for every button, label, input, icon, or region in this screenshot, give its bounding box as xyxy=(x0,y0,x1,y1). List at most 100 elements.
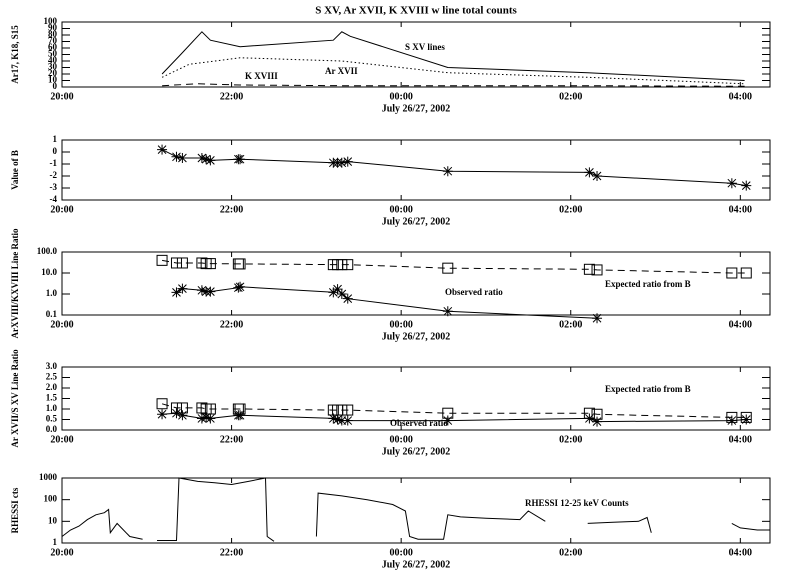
x-tick-label: 00:00 xyxy=(389,434,412,445)
square-marker xyxy=(336,404,348,416)
y-tick-label: 30 xyxy=(48,62,58,72)
star-marker xyxy=(196,153,207,163)
star-marker xyxy=(332,414,343,425)
x-tick-label: 00:00 xyxy=(389,204,412,215)
series-line xyxy=(61,477,770,542)
x-tick-label: 04:00 xyxy=(729,547,752,558)
y-tick-label: 0.0 xyxy=(46,424,58,434)
y-tick-label: 90 xyxy=(48,23,58,33)
square-marker xyxy=(156,398,168,410)
star-marker xyxy=(177,153,188,163)
plot-frame xyxy=(61,251,771,316)
y-tick-label: 1000 xyxy=(39,472,58,482)
y-tick-label: 3.0 xyxy=(46,361,58,371)
square-marker xyxy=(740,267,752,279)
x-tick-label: 04:00 xyxy=(729,319,752,330)
x-axis-label: July 26/27, 2002 xyxy=(382,331,451,342)
annotation: Expected ratio from B xyxy=(605,384,691,394)
square-marker xyxy=(342,404,354,416)
star-marker xyxy=(235,410,246,421)
x-axis-label: July 26/27, 2002 xyxy=(382,103,451,114)
star-marker xyxy=(726,178,737,189)
x-tick-label: 20:00 xyxy=(50,91,73,102)
series-line xyxy=(162,83,745,87)
x-tick-label: 00:00 xyxy=(389,547,412,558)
star-marker xyxy=(342,156,353,167)
y-tick-label: -3 xyxy=(50,182,58,192)
star-marker xyxy=(442,166,453,177)
x-axis-label: July 26/27, 2002 xyxy=(382,216,451,227)
x-tick-label: 02:00 xyxy=(559,547,582,558)
annotation: RHESSI 12-25 keV Counts xyxy=(525,498,629,508)
y-tick-label: 1.0 xyxy=(46,403,58,413)
y-tick-label: 0.1 xyxy=(46,309,58,319)
x-tick-label: 22:00 xyxy=(220,91,243,102)
square-marker xyxy=(196,402,208,414)
x-tick-label: 02:00 xyxy=(559,319,582,330)
y-tick-label: 1 xyxy=(53,134,58,144)
star-marker xyxy=(201,154,212,165)
series-line xyxy=(161,31,745,81)
y-tick-label: -2 xyxy=(50,170,58,180)
series-line xyxy=(162,412,747,423)
star-marker xyxy=(233,282,244,293)
y-tick-label: 1.5 xyxy=(46,393,58,403)
x-tick-label: 22:00 xyxy=(220,547,243,558)
star-marker xyxy=(157,409,168,420)
star-marker xyxy=(235,281,246,292)
x-tick-label: 20:00 xyxy=(50,434,73,445)
y-tick-label: 10.0 xyxy=(41,267,57,277)
x-tick-label: 00:00 xyxy=(389,91,412,102)
x-tick-label: 04:00 xyxy=(729,91,752,102)
x-tick-label: 22:00 xyxy=(220,204,243,215)
y-tick-label: 70 xyxy=(48,36,58,46)
star-marker xyxy=(201,412,212,423)
star-marker xyxy=(196,413,207,424)
square-marker xyxy=(176,257,188,269)
square-marker xyxy=(342,259,354,271)
star-marker xyxy=(442,306,453,317)
star-marker xyxy=(336,415,347,426)
series-line xyxy=(161,403,747,418)
y-tick-label: 20 xyxy=(48,68,58,78)
y-axis-label: Value of B xyxy=(10,150,20,190)
chart-title: S XV, Ar XVII, K XVIII w line total coun… xyxy=(315,5,517,17)
star-marker xyxy=(584,167,595,178)
y-tick-label: 2.0 xyxy=(46,382,58,392)
y-tick-label: 100.0 xyxy=(37,246,58,256)
star-marker xyxy=(196,285,207,296)
series-line xyxy=(162,259,747,274)
y-tick-label: -4 xyxy=(50,194,58,204)
y-axis-label: Ar XVII/S XV Line Ratio xyxy=(10,349,20,448)
star-marker xyxy=(328,413,339,424)
y-axis-label: ArXVIII/KXVIII Line Ratio xyxy=(10,228,20,339)
star-marker xyxy=(177,410,188,421)
y-tick-label: 50 xyxy=(48,49,58,59)
star-marker xyxy=(336,157,347,168)
annotation: Observed ratio xyxy=(390,418,448,428)
star-marker xyxy=(177,283,188,294)
square-marker xyxy=(156,254,168,266)
x-tick-label: 22:00 xyxy=(220,434,243,445)
y-tick-label: 10 xyxy=(48,515,58,525)
star-marker xyxy=(342,415,353,426)
x-tick-label: 20:00 xyxy=(50,204,73,215)
x-axis-label: July 26/27, 2002 xyxy=(382,559,451,570)
x-axis-label: July 26/27, 2002 xyxy=(382,446,451,457)
star-marker xyxy=(336,289,347,299)
series-line xyxy=(161,149,747,187)
y-tick-label: 60 xyxy=(48,42,58,52)
star-marker xyxy=(741,180,752,191)
y-tick-label: 80 xyxy=(48,29,58,39)
x-tick-label: 02:00 xyxy=(559,204,582,215)
y-tick-label: 100 xyxy=(44,16,58,26)
y-tick-label: 2.5 xyxy=(46,372,58,382)
annotation: Ar XVII xyxy=(325,66,358,76)
square-marker xyxy=(726,267,738,279)
y-tick-label: 10 xyxy=(48,75,58,85)
y-tick-label: -1 xyxy=(50,158,58,168)
square-marker xyxy=(170,257,182,269)
y-tick-label: 100 xyxy=(44,494,58,504)
square-marker xyxy=(336,259,348,271)
